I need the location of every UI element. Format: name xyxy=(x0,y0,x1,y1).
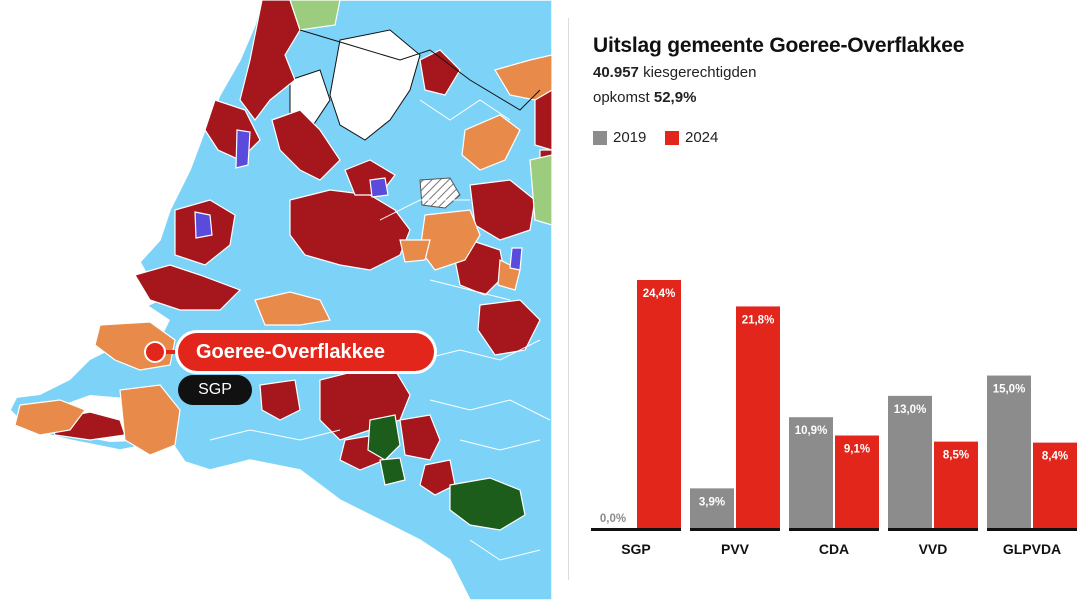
category-label-pvv: PVV xyxy=(721,541,750,557)
province-outline xyxy=(299,29,541,111)
turnout-stat: opkomst 52,9% xyxy=(593,89,696,106)
value-label-vvd-2024: 8,5% xyxy=(943,450,969,462)
value-label-sgp-2019: 0,0% xyxy=(600,513,626,525)
category-label-glpvda: GLPVDA xyxy=(1003,541,1061,557)
panel-divider xyxy=(568,18,569,580)
bar-chart: 0,0% 24,4% SGP 3,9% 21,8% PVV 10,9% 9,1% CDA 13,0… xyxy=(591,280,1077,557)
municipality-map[interactable] xyxy=(0,0,552,600)
legend-item-2024: 2024 xyxy=(665,129,718,146)
bar-glpvda-2024[interactable] xyxy=(1033,442,1077,528)
glpvda-regions xyxy=(367,414,526,531)
value-label-sgp-2024: 24,4% xyxy=(643,288,676,300)
value-label-glpvda-2019: 15,0% xyxy=(993,384,1026,396)
highlight-marker[interactable] xyxy=(146,343,164,361)
category-label-vvd: VVD xyxy=(919,541,948,557)
bar-pvv-2024[interactable] xyxy=(736,306,780,528)
baseline-cda xyxy=(789,528,879,531)
bbb-regions xyxy=(289,0,552,226)
legend-swatch-2024 xyxy=(665,130,679,145)
value-label-cda-2019: 10,9% xyxy=(795,425,828,437)
turnout-value: 52,9% xyxy=(653,89,697,106)
bar-vvd-2019[interactable] xyxy=(888,395,932,528)
bar-sgp-2024[interactable] xyxy=(637,280,681,528)
value-label-pvv-2024: 21,8% xyxy=(742,314,775,326)
municipality-label: Goeree-Overflakkee xyxy=(178,333,434,371)
voters-label: kiesgerechtigden xyxy=(643,64,757,81)
value-label-glpvda-2024: 8,4% xyxy=(1042,451,1068,463)
bar-glpvda-2019[interactable] xyxy=(987,375,1031,528)
turnout-label: opkomst xyxy=(593,89,650,106)
chart-title: Uitslag gemeente Goeree-Overflakkee xyxy=(593,34,965,57)
voters-value: 40.957 xyxy=(593,64,639,81)
bar-pvv-2019[interactable] xyxy=(690,488,734,528)
baseline-pvv xyxy=(690,528,780,531)
election-map[interactable]: Goeree-Overflakkee SGP xyxy=(0,0,552,600)
category-label-cda: CDA xyxy=(819,541,849,557)
value-label-cda-2024: 9,1% xyxy=(844,444,870,456)
bar-vvd-2024[interactable] xyxy=(934,441,978,528)
results-panel: Uitslag gemeente Goeree-Overflakkee 40.9… xyxy=(569,0,1080,600)
baseline-vvd xyxy=(888,528,978,531)
legend-label-2024: 2024 xyxy=(685,129,719,146)
highlight-leader-line xyxy=(158,350,180,354)
bar-cda-2019[interactable] xyxy=(789,417,833,528)
baseline-sgp xyxy=(591,528,681,531)
category-label-sgp: SGP xyxy=(621,541,651,557)
inland-sea xyxy=(329,29,421,141)
legend-item-2019: 2019 xyxy=(593,129,646,146)
baseline-glpvda xyxy=(987,528,1077,531)
winning-party-label: SGP xyxy=(178,375,252,405)
bar-cda-2024[interactable] xyxy=(835,435,879,528)
voters-stat: 40.957 kiesgerechtigden xyxy=(593,64,756,81)
orange-regions xyxy=(14,54,552,456)
d66-regions xyxy=(194,129,523,271)
value-label-pvv-2019: 3,9% xyxy=(699,496,725,508)
legend-swatch-2019 xyxy=(593,130,607,145)
legend-label-2019: 2019 xyxy=(613,129,647,146)
value-label-vvd-2019: 13,0% xyxy=(894,404,927,416)
